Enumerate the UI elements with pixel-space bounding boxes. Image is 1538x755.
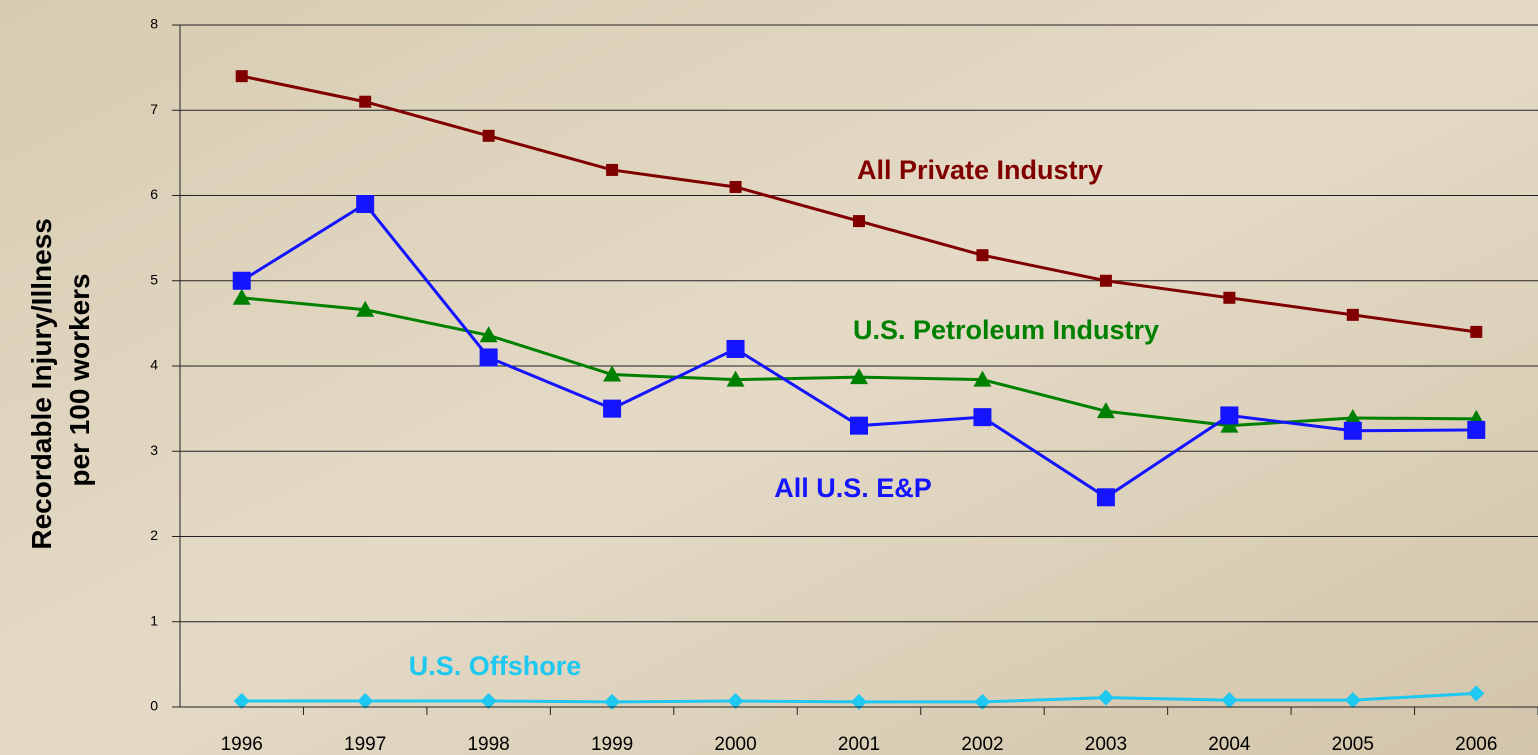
y-tick-label: 3 [150, 442, 158, 458]
point [603, 365, 622, 382]
y-tick-label: 0 [150, 698, 158, 714]
x-tick-label: 2005 [1332, 734, 1374, 755]
point [357, 693, 374, 710]
point [606, 163, 619, 176]
x-tick-label: 2001 [838, 734, 880, 755]
point [1097, 689, 1114, 706]
point [1344, 692, 1361, 709]
point [1220, 416, 1239, 433]
point [1467, 420, 1486, 439]
point [604, 693, 621, 710]
point [850, 368, 868, 385]
x-tick-label: 2000 [714, 734, 756, 755]
point [480, 693, 497, 710]
y-tick-label: 1 [150, 612, 158, 628]
point [973, 408, 992, 427]
point [479, 326, 498, 343]
point [726, 370, 745, 387]
series-label: U.S. Petroleum Industry [853, 315, 1159, 345]
point [1468, 685, 1485, 702]
y-tick-label: 7 [150, 101, 158, 117]
point [1221, 692, 1238, 709]
point [356, 195, 375, 214]
series-label: All Private Industry [857, 155, 1103, 185]
point [1096, 488, 1115, 507]
point [726, 339, 745, 358]
x-tick-label: 2002 [961, 734, 1003, 755]
point [479, 348, 498, 367]
point [727, 693, 744, 710]
y-axis-label: Recordable Injury/Illness per 100 worker… [26, 210, 95, 549]
point [1099, 274, 1112, 287]
x-tick-label: 1998 [467, 734, 509, 755]
y-tick-label: 4 [150, 357, 158, 373]
x-tick-label: 1999 [591, 734, 633, 755]
point [356, 300, 375, 317]
y-tick-label: 8 [150, 16, 158, 32]
point [232, 271, 251, 290]
point [976, 249, 989, 262]
point [850, 416, 868, 435]
point [1346, 308, 1359, 321]
y-tick-label: 6 [150, 186, 158, 202]
point [974, 693, 991, 710]
point [1096, 402, 1115, 419]
point [1470, 325, 1483, 338]
y-tick-label: 5 [150, 271, 158, 287]
x-tick-label: 2004 [1208, 734, 1251, 755]
y-axis-label-line: per 100 workers [64, 273, 95, 486]
point [1343, 421, 1362, 440]
point [729, 180, 742, 193]
y-tick-label: 2 [150, 527, 158, 543]
series-label: All U.S. E&P [774, 473, 932, 503]
point [973, 370, 992, 387]
point [232, 288, 251, 305]
point [233, 693, 250, 710]
y-axis-label-line: Recordable Injury/Illness [26, 218, 57, 549]
point [359, 95, 372, 108]
point [603, 399, 622, 418]
point [1223, 291, 1236, 304]
x-tick-label: 1996 [221, 734, 263, 755]
point [853, 215, 865, 228]
series-label: U.S. Offshore [409, 651, 582, 681]
point [1343, 409, 1362, 426]
x-tick-label: 2003 [1085, 734, 1127, 755]
point [1220, 406, 1239, 425]
x-tick-label: 2006 [1455, 734, 1497, 755]
x-tick-label: 1997 [344, 734, 386, 755]
point [235, 70, 248, 83]
point [851, 693, 867, 710]
point [482, 129, 495, 142]
